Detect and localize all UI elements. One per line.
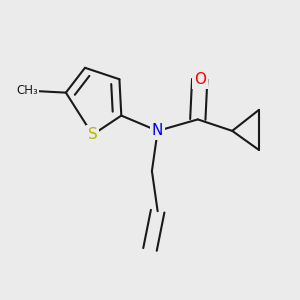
Text: S: S bbox=[88, 127, 98, 142]
Text: CH₃: CH₃ bbox=[17, 84, 38, 97]
Text: N: N bbox=[152, 123, 163, 138]
Text: O: O bbox=[194, 72, 206, 87]
